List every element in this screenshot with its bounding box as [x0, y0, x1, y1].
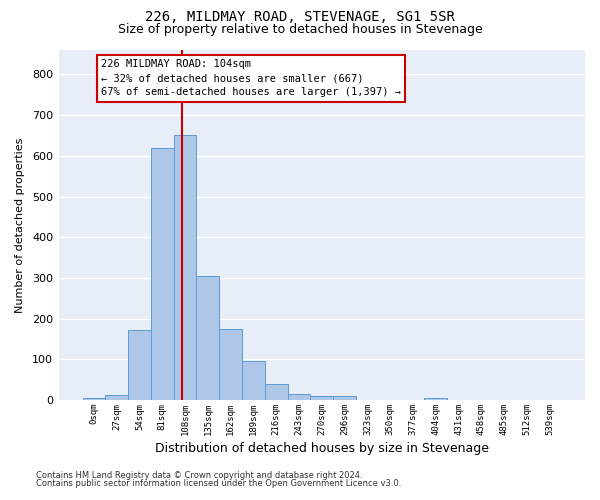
Bar — [242, 360, 265, 400]
Y-axis label: Number of detached properties: Number of detached properties — [15, 138, 25, 312]
Text: Contains HM Land Registry data © Crown copyright and database right 2024.: Contains HM Land Registry data © Crown c… — [36, 471, 362, 480]
Text: 226, MILDMAY ROAD, STEVENAGE, SG1 5SR: 226, MILDMAY ROAD, STEVENAGE, SG1 5SR — [145, 10, 455, 24]
Bar — [151, 148, 173, 400]
Text: Size of property relative to detached houses in Stevenage: Size of property relative to detached ho… — [118, 22, 482, 36]
Bar — [287, 394, 310, 400]
Text: 226 MILDMAY ROAD: 104sqm
← 32% of detached houses are smaller (667)
67% of semi-: 226 MILDMAY ROAD: 104sqm ← 32% of detach… — [101, 60, 401, 98]
Text: Contains public sector information licensed under the Open Government Licence v3: Contains public sector information licen… — [36, 478, 401, 488]
Bar — [83, 398, 106, 400]
Bar — [196, 276, 219, 400]
Bar — [333, 396, 356, 400]
Bar — [106, 394, 128, 400]
Bar — [265, 384, 287, 400]
X-axis label: Distribution of detached houses by size in Stevenage: Distribution of detached houses by size … — [155, 442, 489, 455]
Bar — [173, 135, 196, 400]
Bar — [128, 330, 151, 400]
Bar — [310, 396, 333, 400]
Bar — [219, 329, 242, 400]
Bar — [424, 398, 447, 400]
